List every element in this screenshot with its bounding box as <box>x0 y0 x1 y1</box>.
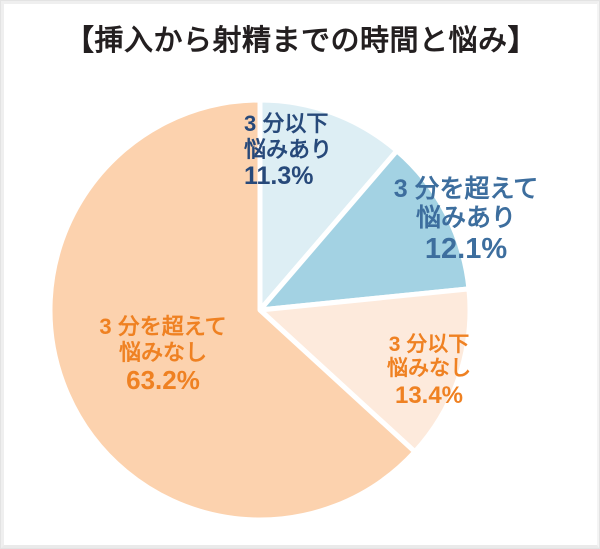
pie-label-line2: 悩みあり <box>415 204 516 232</box>
pie-slice-over3-worry <box>257 148 472 313</box>
pie-slice-over3-no-worry <box>47 97 418 523</box>
pie-label-line2: 悩みなし <box>387 357 471 381</box>
pie-label-line1: 3 分以下 <box>388 333 470 356</box>
pie-label-under3-worry: 3 分以下 悩みあり 11.3% <box>244 111 374 191</box>
pie-label-over3-no-worry: 3 分を超えて 悩みなし 63.2% <box>73 314 253 395</box>
pie-label-line2: 悩みなし <box>118 339 207 365</box>
pie-label-line2: 悩みあり <box>244 136 333 162</box>
pie-label-under3-no-worry: 3 分以下 悩みなし 13.4% <box>349 333 509 410</box>
pie-label-over3-worry: 3 分を超えて 悩みあり 12.1% <box>366 175 566 267</box>
pie-slice-under3-no-worry <box>257 286 473 455</box>
page-title: 【挿入から射精までの時間と悩み】 <box>64 25 537 57</box>
pie-slice-under3-worry <box>257 97 400 313</box>
pie-label-percent: 11.3% <box>244 162 314 191</box>
pie-slice-group <box>47 97 473 523</box>
pie-label-line1: 3 分を超えて <box>99 314 227 339</box>
pie-label-line1: 3 分を超えて <box>393 175 539 203</box>
pie-label-line1: 3 分以下 <box>244 111 329 136</box>
pie-label-percent: 12.1% <box>424 233 508 265</box>
pie-label-percent: 13.4% <box>394 381 464 409</box>
pie-label-percent: 63.2% <box>126 365 200 396</box>
